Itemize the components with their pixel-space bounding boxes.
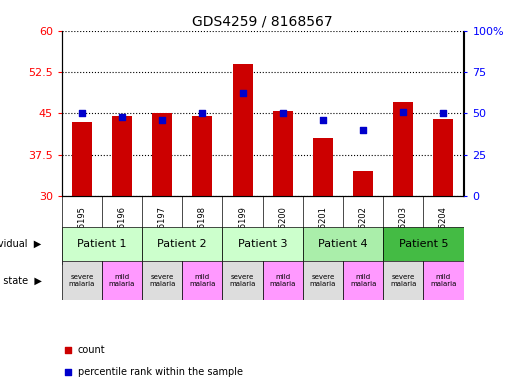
Bar <box>433 119 453 196</box>
Text: severe
malaria: severe malaria <box>229 274 256 287</box>
Bar <box>383 227 464 261</box>
Text: disease state  ▶: disease state ▶ <box>0 275 42 285</box>
Bar <box>232 64 252 196</box>
Text: Patient 1: Patient 1 <box>77 239 127 249</box>
Bar <box>303 227 383 261</box>
Text: mild
malaria: mild malaria <box>109 274 135 287</box>
Bar <box>222 261 263 300</box>
Text: GSM836204: GSM836204 <box>439 206 448 257</box>
Text: GSM836199: GSM836199 <box>238 206 247 257</box>
Bar <box>62 227 142 261</box>
Bar <box>353 171 373 196</box>
Bar <box>152 113 172 196</box>
Text: percentile rank within the sample: percentile rank within the sample <box>78 367 243 377</box>
Bar <box>343 261 383 300</box>
Text: GSM836201: GSM836201 <box>318 206 328 257</box>
Text: GSM836197: GSM836197 <box>158 206 167 257</box>
Bar <box>263 261 303 300</box>
Point <box>319 117 327 123</box>
Bar <box>383 261 423 300</box>
Point <box>439 110 448 116</box>
Text: GSM836200: GSM836200 <box>278 206 287 257</box>
Text: Patient 2: Patient 2 <box>158 239 207 249</box>
Bar <box>303 261 343 300</box>
Bar <box>192 116 212 196</box>
Bar <box>142 227 222 261</box>
Text: mild
malaria: mild malaria <box>269 274 296 287</box>
Bar <box>273 111 293 196</box>
Point <box>64 369 72 375</box>
Bar <box>62 261 102 300</box>
Text: GSM836202: GSM836202 <box>358 206 368 257</box>
Text: mild
malaria: mild malaria <box>189 274 216 287</box>
Text: Patient 5: Patient 5 <box>399 239 448 249</box>
Bar <box>142 261 182 300</box>
Point <box>64 347 72 353</box>
Text: individual  ▶: individual ▶ <box>0 239 42 249</box>
Text: severe
malaria: severe malaria <box>68 274 95 287</box>
Point <box>238 90 247 96</box>
Text: GSM836195: GSM836195 <box>77 206 87 257</box>
Point <box>78 110 86 116</box>
Point <box>158 117 166 123</box>
Text: mild
malaria: mild malaria <box>430 274 457 287</box>
Text: count: count <box>78 345 106 355</box>
Point <box>279 110 287 116</box>
Bar <box>102 261 142 300</box>
Point <box>198 110 207 116</box>
Title: GDS4259 / 8168567: GDS4259 / 8168567 <box>192 14 333 28</box>
Bar <box>393 102 413 196</box>
Bar <box>182 261 222 300</box>
Text: GSM836198: GSM836198 <box>198 206 207 257</box>
Bar <box>423 261 464 300</box>
Text: severe
malaria: severe malaria <box>390 274 417 287</box>
Bar <box>313 138 333 196</box>
Text: Patient 3: Patient 3 <box>238 239 287 249</box>
Point <box>118 114 126 120</box>
Bar <box>222 227 303 261</box>
Bar <box>72 121 92 196</box>
Text: GSM836196: GSM836196 <box>117 206 127 257</box>
Text: GSM836203: GSM836203 <box>399 206 408 257</box>
Text: Patient 4: Patient 4 <box>318 239 368 249</box>
Point <box>359 127 367 133</box>
Bar <box>112 116 132 196</box>
Point <box>399 109 407 115</box>
Text: severe
malaria: severe malaria <box>149 274 176 287</box>
Text: severe
malaria: severe malaria <box>310 274 336 287</box>
Text: mild
malaria: mild malaria <box>350 274 376 287</box>
